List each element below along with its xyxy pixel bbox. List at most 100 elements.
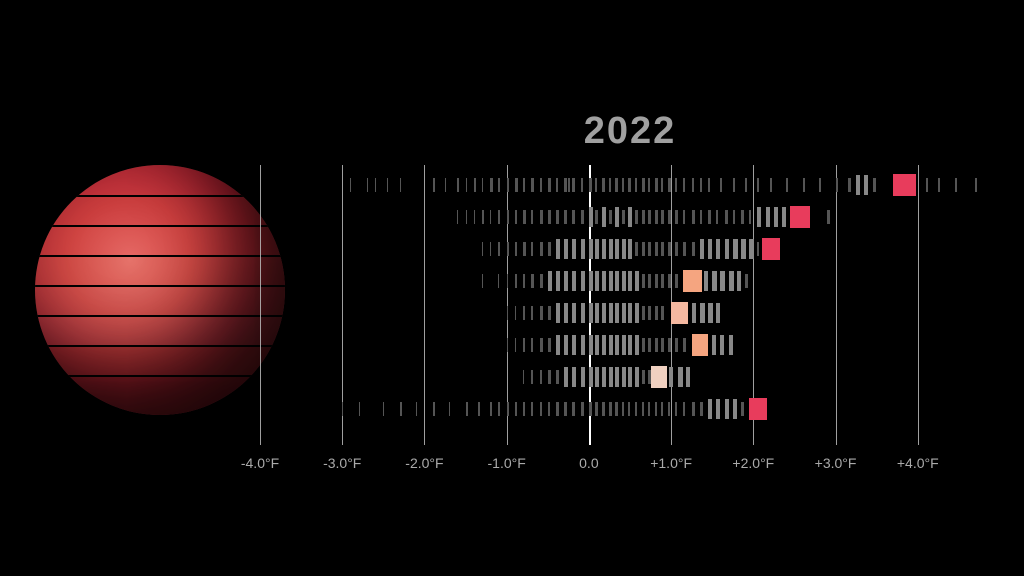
anomaly-tick bbox=[602, 239, 606, 259]
globe-divider bbox=[35, 375, 285, 377]
anomaly-tick bbox=[581, 367, 585, 387]
anomaly-tick bbox=[770, 178, 772, 192]
anomaly-tick bbox=[457, 210, 458, 224]
anomaly-tick bbox=[642, 210, 645, 224]
anomaly-tick bbox=[782, 207, 786, 227]
x-tick-label: -2.0°F bbox=[405, 455, 443, 471]
globe-tint-5 bbox=[35, 315, 285, 345]
anomaly-tick bbox=[572, 271, 576, 291]
anomaly-tick bbox=[359, 402, 360, 416]
anomaly-tick bbox=[498, 242, 500, 256]
anomaly-tick bbox=[708, 303, 713, 323]
anomaly-tick bbox=[733, 239, 738, 259]
anomaly-tick bbox=[655, 338, 658, 352]
latitude-band-row bbox=[260, 173, 1000, 197]
anomaly-tick bbox=[602, 367, 606, 387]
latitude-band-row bbox=[260, 301, 1000, 325]
anomaly-tick bbox=[749, 239, 754, 259]
anomaly-tick bbox=[683, 338, 686, 352]
anomaly-tick bbox=[490, 402, 492, 416]
anomaly-tick bbox=[615, 367, 619, 387]
anomaly-tick bbox=[737, 271, 741, 291]
anomaly-tick bbox=[564, 271, 568, 291]
anomaly-tick bbox=[490, 210, 491, 224]
anomaly-tick bbox=[692, 303, 696, 323]
anomaly-tick bbox=[720, 271, 725, 291]
anomaly-tick bbox=[615, 402, 618, 416]
globe-sphere bbox=[35, 165, 285, 415]
anomaly-tick bbox=[615, 239, 619, 259]
anomaly-tick bbox=[766, 207, 770, 227]
anomaly-tick bbox=[675, 210, 678, 224]
anomaly-tick bbox=[350, 178, 351, 192]
anomaly-tick bbox=[675, 274, 678, 288]
anomaly-tick bbox=[628, 402, 630, 416]
anomaly-tick bbox=[675, 242, 678, 256]
anomaly-tick bbox=[556, 402, 559, 416]
anomaly-tick bbox=[668, 210, 671, 224]
anomaly-tick bbox=[661, 306, 664, 320]
anomaly-tick bbox=[507, 274, 508, 288]
anomaly-tick bbox=[733, 178, 735, 192]
anomaly-tick bbox=[523, 210, 526, 224]
anomaly-tick bbox=[622, 367, 626, 387]
anomaly-tick bbox=[595, 335, 599, 355]
anomaly-tick bbox=[864, 175, 868, 195]
anomaly-tick bbox=[741, 402, 744, 416]
anomaly-tick bbox=[708, 178, 710, 192]
anomaly-tick bbox=[548, 370, 551, 384]
anomaly-tick bbox=[540, 242, 543, 256]
anomaly-tick bbox=[648, 178, 650, 192]
anomaly-tick bbox=[622, 178, 624, 192]
anomaly-tick bbox=[628, 207, 632, 227]
anomaly-tick bbox=[716, 210, 718, 224]
anomaly-tick bbox=[615, 303, 619, 323]
anomaly-tick bbox=[482, 274, 483, 288]
anomaly-tick bbox=[774, 207, 778, 227]
anomaly-tick bbox=[692, 178, 694, 192]
anomaly-tick bbox=[556, 239, 560, 259]
anomaly-tick bbox=[635, 335, 639, 355]
anomaly-tick bbox=[531, 242, 533, 256]
anomaly-tick bbox=[819, 178, 821, 192]
anomaly-tick bbox=[733, 399, 737, 419]
anomaly-tick bbox=[741, 210, 744, 224]
anomaly-tick bbox=[669, 367, 673, 387]
anomaly-tick bbox=[712, 271, 717, 291]
anomaly-tick bbox=[595, 402, 598, 416]
anomaly-tick bbox=[531, 338, 533, 352]
anomaly-tick bbox=[433, 402, 435, 416]
anomaly-tick bbox=[572, 178, 575, 192]
current-year-highlight bbox=[651, 366, 667, 388]
anomaly-tick bbox=[622, 335, 626, 355]
anomaly-tick bbox=[745, 178, 747, 192]
anomaly-tick bbox=[564, 402, 567, 416]
anomaly-tick bbox=[609, 335, 613, 355]
anomaly-tick bbox=[602, 207, 606, 227]
anomaly-tick bbox=[595, 271, 599, 291]
anomaly-tick bbox=[716, 239, 720, 259]
anomaly-tick bbox=[700, 210, 702, 224]
anomaly-tick bbox=[642, 370, 645, 384]
anomaly-tick bbox=[938, 178, 940, 192]
anomaly-tick bbox=[635, 242, 638, 256]
anomaly-tick bbox=[642, 306, 645, 320]
globe-tint-1 bbox=[35, 195, 285, 225]
anomaly-tick bbox=[498, 274, 499, 288]
anomaly-tick bbox=[548, 210, 551, 224]
anomaly-tick bbox=[602, 303, 606, 323]
anomaly-tick bbox=[708, 399, 712, 419]
anomaly-tick bbox=[661, 178, 663, 192]
anomaly-tick bbox=[595, 210, 598, 224]
anomaly-tick bbox=[523, 370, 524, 384]
anomaly-tick bbox=[540, 274, 543, 288]
anomaly-tick bbox=[635, 303, 639, 323]
anomaly-tick bbox=[523, 274, 525, 288]
chart-title-year: 2022 bbox=[260, 110, 1000, 153]
anomaly-tick bbox=[540, 370, 542, 384]
anomaly-tick bbox=[700, 402, 703, 416]
anomaly-tick bbox=[531, 274, 534, 288]
anomaly-tick bbox=[556, 303, 560, 323]
anomaly-tick bbox=[595, 367, 599, 387]
anomaly-tick bbox=[661, 242, 664, 256]
